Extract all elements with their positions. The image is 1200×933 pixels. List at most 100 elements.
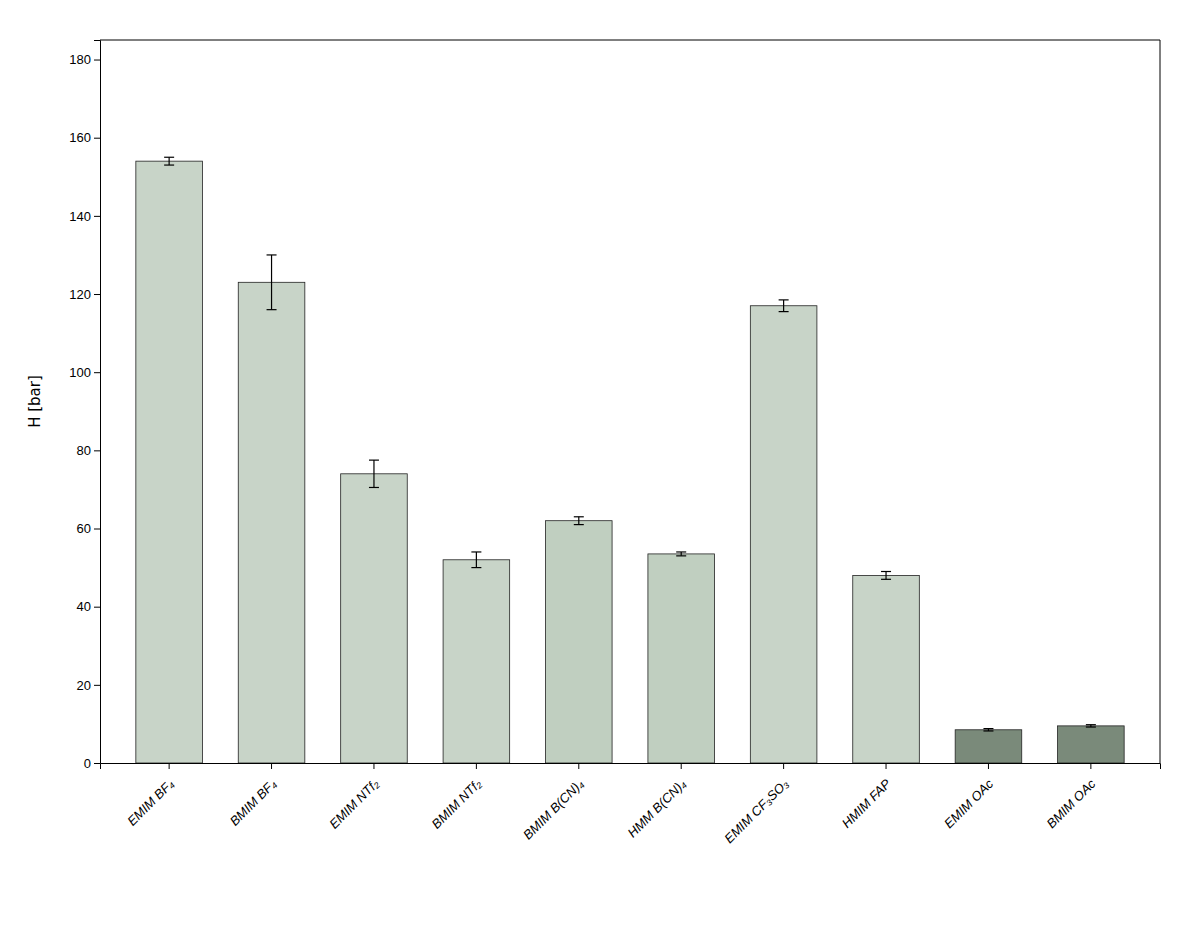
x-tick-mark bbox=[681, 763, 682, 769]
y-tick: 160 bbox=[69, 130, 100, 145]
error-bar-stem bbox=[476, 552, 477, 568]
x-tick: BMIM B(CN)₄ bbox=[520, 763, 586, 842]
chart-svg: 020406080100120140160180EMIM BF₄BMIM BF₄… bbox=[0, 0, 1200, 933]
x-tick-mark bbox=[886, 763, 887, 769]
error-bar-cap bbox=[1086, 726, 1096, 727]
y-tick-label: 80 bbox=[77, 443, 91, 458]
y-tick-mark bbox=[94, 685, 100, 686]
error-bar-cap bbox=[267, 254, 277, 255]
y-tick-mark bbox=[94, 372, 100, 373]
error-bar-cap bbox=[1086, 724, 1096, 725]
y-axis: 020406080100120140160180 bbox=[69, 41, 100, 771]
x-tick: EMIM BF₄ bbox=[124, 763, 177, 829]
error-bar-cap bbox=[164, 164, 174, 165]
x-tick: EMIM OAc bbox=[941, 763, 996, 831]
x-tick-mark bbox=[578, 763, 579, 769]
error-bar bbox=[881, 572, 891, 580]
y-tick-mark bbox=[94, 60, 100, 61]
x-tick-mark bbox=[271, 763, 272, 769]
error-bar-cap bbox=[983, 728, 993, 729]
x-tick-label: BMIM BF₄ bbox=[227, 776, 280, 829]
x-tick-mark bbox=[373, 763, 374, 769]
x-tick-mark bbox=[476, 763, 477, 769]
error-bar-cap bbox=[779, 299, 789, 300]
x-tick: EMIM NTf₂ bbox=[326, 763, 382, 832]
y-tick-label: 180 bbox=[69, 52, 91, 67]
x-tick: EMIM CF₃SO₃ bbox=[721, 763, 791, 846]
x-tick-mark bbox=[988, 763, 989, 769]
bar bbox=[955, 730, 1022, 763]
error-bar bbox=[1086, 725, 1096, 727]
error-bar bbox=[983, 729, 993, 731]
error-bar-stem bbox=[578, 517, 579, 525]
bar bbox=[443, 560, 510, 763]
error-bar-cap bbox=[471, 551, 481, 552]
error-bar-cap bbox=[779, 311, 789, 312]
error-bar bbox=[676, 552, 686, 556]
error-bar-cap bbox=[164, 157, 174, 158]
bar bbox=[648, 554, 715, 763]
y-tick-label: 100 bbox=[69, 365, 91, 380]
bar bbox=[853, 575, 920, 763]
error-bar-stem bbox=[373, 460, 374, 487]
error-bar-cap bbox=[267, 309, 277, 310]
y-tick: 40 bbox=[77, 599, 100, 614]
error-bar-cap bbox=[471, 567, 481, 568]
error-bar bbox=[779, 300, 789, 312]
y-tick-mark bbox=[94, 607, 100, 608]
error-bar bbox=[164, 157, 174, 165]
y-tick-mark bbox=[94, 216, 100, 217]
error-bar-cap bbox=[574, 516, 584, 517]
y-tick-label: 60 bbox=[77, 521, 91, 536]
x-tick-label: HMIM FAP bbox=[839, 776, 894, 831]
error-bar-cap bbox=[676, 555, 686, 556]
y-tick: 60 bbox=[77, 521, 100, 536]
y-tick-label: 140 bbox=[69, 209, 91, 224]
x-tick-mark bbox=[1090, 763, 1091, 769]
error-bar-stem bbox=[271, 255, 272, 310]
y-axis-title: H [bar] bbox=[26, 375, 44, 428]
y-tick-mark bbox=[94, 763, 100, 764]
y-axis-line bbox=[94, 41, 101, 764]
x-axis-line bbox=[101, 764, 1161, 770]
x-tick-label: EMIM BF₄ bbox=[124, 776, 177, 829]
y-tick: 140 bbox=[69, 209, 100, 224]
x-tick-label: BMIM OAc bbox=[1044, 776, 1099, 831]
bar bbox=[546, 521, 613, 763]
error-bar-stem bbox=[169, 157, 170, 165]
x-tick-label: EMIM OAc bbox=[941, 776, 996, 831]
error-bar bbox=[574, 517, 584, 525]
error-bar-cap bbox=[881, 579, 891, 580]
plot-area: 020406080100120140160180EMIM BF₄BMIM BF₄… bbox=[69, 40, 1160, 846]
y-tick-mark bbox=[94, 529, 100, 530]
x-tick-label: BMIM NTf₂ bbox=[429, 776, 485, 832]
x-tick: BMIM BF₄ bbox=[227, 763, 280, 829]
bar bbox=[750, 306, 817, 763]
x-tick-label: EMIM CF₃SO₃ bbox=[721, 776, 791, 846]
bar bbox=[1058, 726, 1125, 763]
error-bar bbox=[471, 552, 481, 568]
x-tick-label: EMIM NTf₂ bbox=[326, 776, 382, 832]
x-tick-label: HMM B(CN)₄ bbox=[625, 776, 689, 840]
plot-frame-top bbox=[100, 40, 1160, 41]
plot-frame-right bbox=[1160, 40, 1161, 763]
x-tick: HMIM FAP bbox=[839, 763, 894, 831]
y-tick: 100 bbox=[69, 365, 100, 380]
error-bar-cap bbox=[574, 524, 584, 525]
x-axis: EMIM BF₄ BMIM BF₄ EMIM NTf₂ BMIM NTf₂ BMIM B… bbox=[101, 763, 1161, 846]
bar bbox=[341, 474, 408, 763]
error-bar-cap bbox=[676, 551, 686, 552]
x-tick: BMIM NTf₂ bbox=[429, 763, 485, 832]
y-tick-mark bbox=[94, 450, 100, 451]
error-bar bbox=[369, 460, 379, 487]
error-bar-cap bbox=[369, 487, 379, 488]
error-bar-cap bbox=[369, 460, 379, 461]
y-tick: 80 bbox=[77, 443, 100, 458]
error-bar-cap bbox=[983, 730, 993, 731]
y-tick: 0 bbox=[84, 756, 100, 771]
y-tick-label: 40 bbox=[77, 599, 91, 614]
bar bbox=[238, 282, 305, 763]
y-tick-mark bbox=[94, 294, 100, 295]
x-tick: BMIM OAc bbox=[1044, 763, 1099, 831]
chart-container: 020406080100120140160180EMIM BF₄BMIM BF₄… bbox=[0, 0, 1200, 933]
